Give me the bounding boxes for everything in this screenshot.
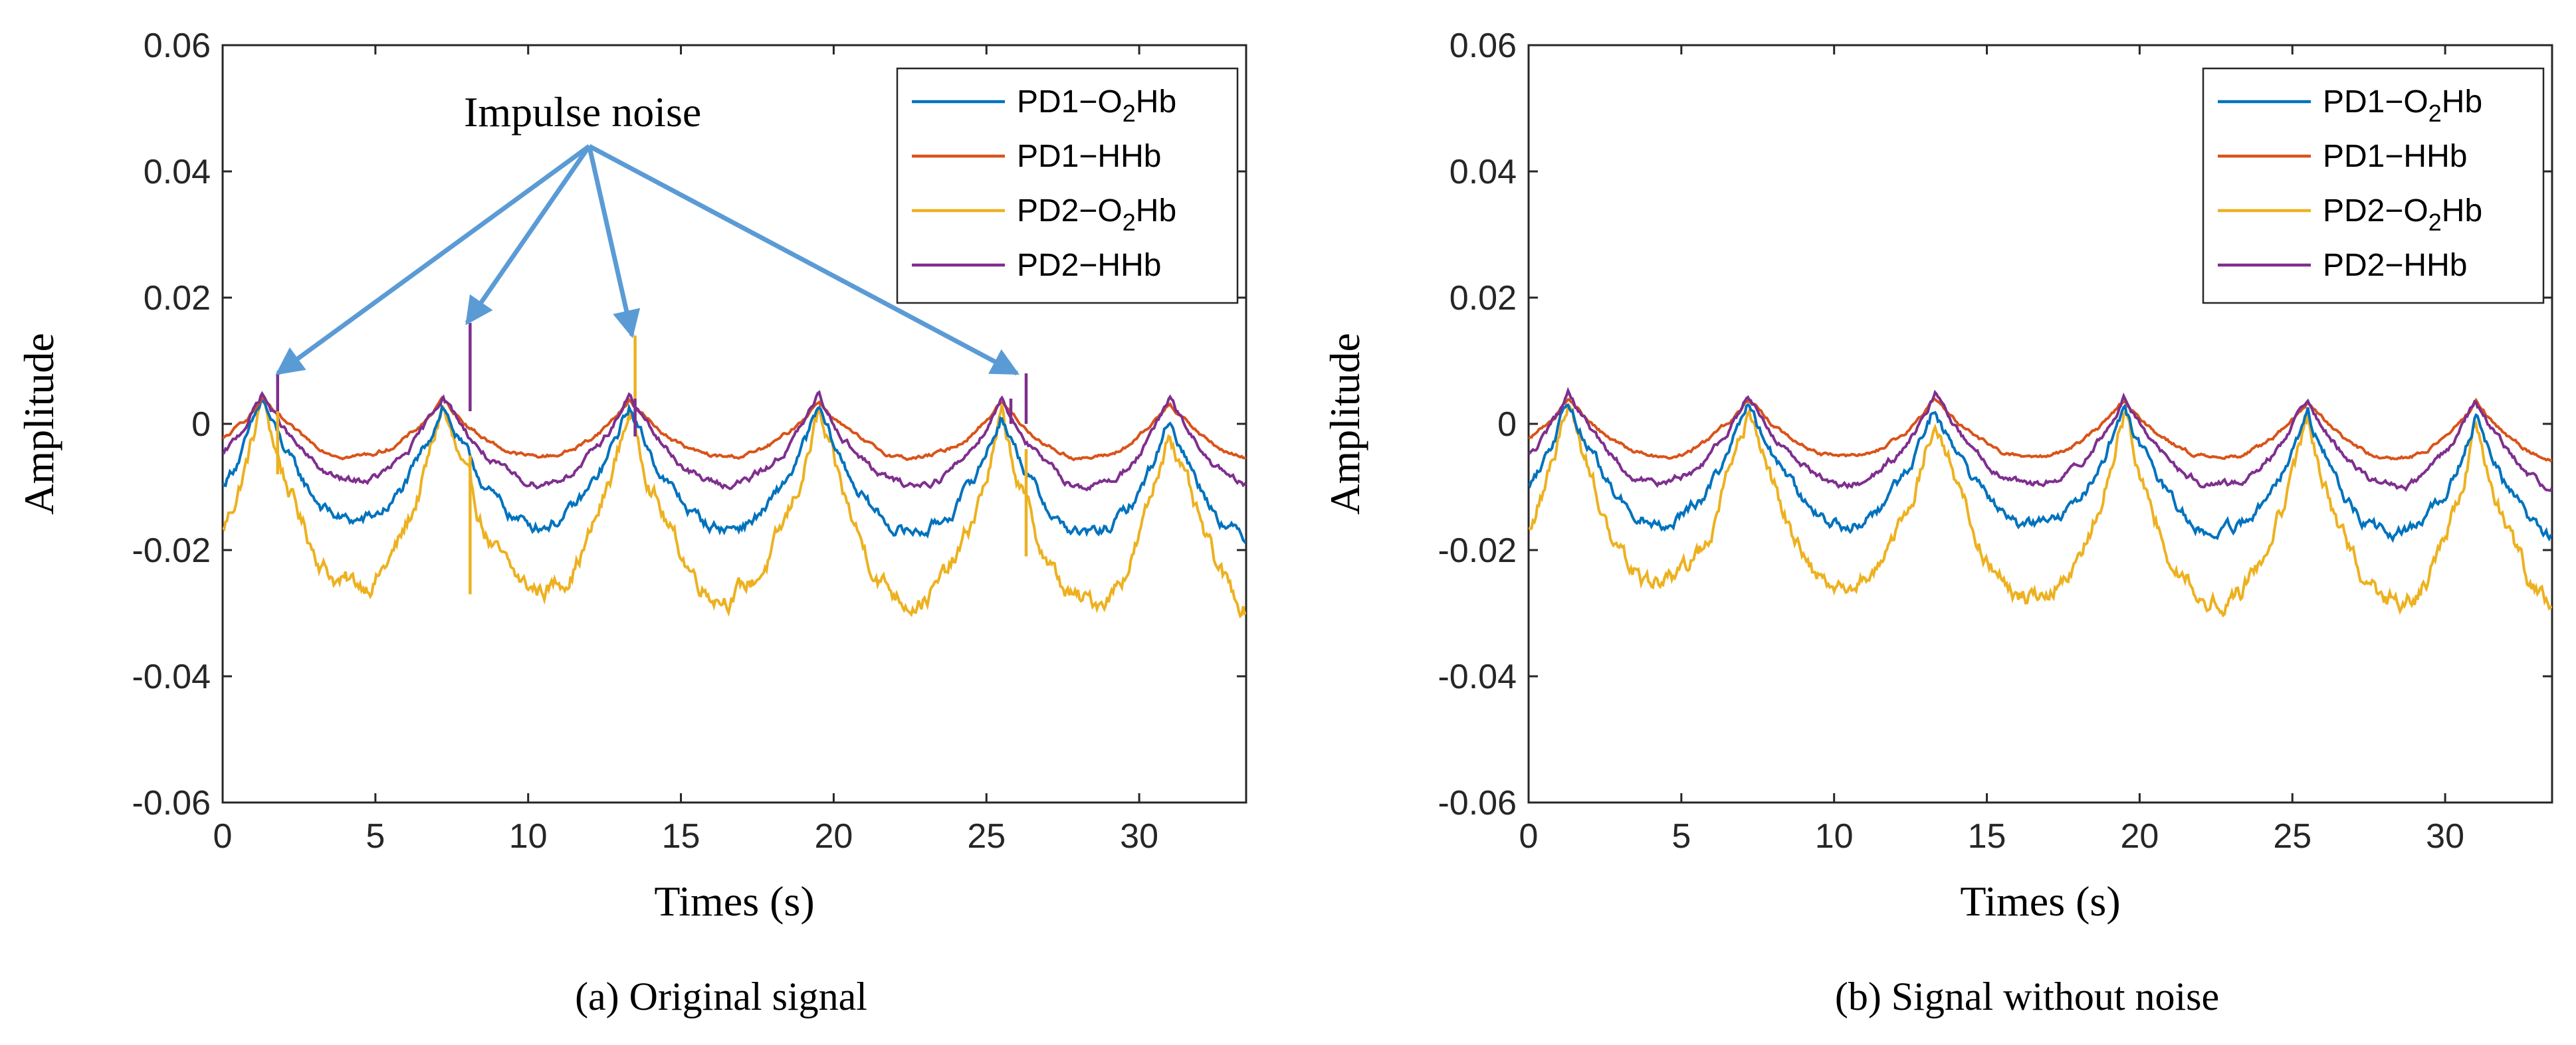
series-line-pd1-hhb <box>223 395 1246 462</box>
y-tick-label: 0 <box>1497 405 1517 444</box>
y-tick-label: 0.04 <box>1449 153 1517 191</box>
x-tick-label: 15 <box>662 817 700 856</box>
x-tick-label: 20 <box>2120 817 2159 856</box>
y-tick-label: 0.02 <box>1449 279 1517 318</box>
annotation-label: Impulse noise <box>464 88 701 136</box>
y-tick-label: 0.06 <box>1449 27 1517 65</box>
x-tick-label: 10 <box>1815 817 1854 856</box>
legend-label: PD2−O2Hb <box>1017 193 1176 236</box>
y-tick-label: -0.04 <box>1438 658 1517 696</box>
annotation-arrow <box>587 145 641 339</box>
series-line-pd2-o2hb <box>223 400 1246 619</box>
x-tick-label: 25 <box>967 817 1006 856</box>
x-axis-label: Times (s) <box>1960 878 2120 925</box>
panel-b-chart: -0.06 -0.04 -0.02 0 0.02 0.04 0.06 0 5 10 15 20 25 30… <box>1321 27 2553 1018</box>
annotation-arrow <box>275 144 591 375</box>
x-tick-label: 5 <box>1671 817 1691 856</box>
y-tick-label: 0.04 <box>144 153 211 191</box>
y-tick-label: -0.02 <box>132 531 211 570</box>
x-tick-label: 15 <box>1968 817 2006 856</box>
series-line-pd1-hhb <box>1529 397 2552 462</box>
annotation-arrow <box>588 143 1020 376</box>
x-tick-label: 30 <box>1120 817 1158 856</box>
legend-label: PD2−HHb <box>1017 248 1161 283</box>
panel-a-chart: -0.06 -0.04 -0.02 0 0.02 0.04 0.06 0 5 10 15 20 25 30… <box>15 27 1247 1018</box>
y-tick-label: 0.06 <box>144 27 211 65</box>
annotation-arrow <box>465 145 591 326</box>
figure-caption: (b) Signal without noise <box>1835 975 2219 1018</box>
series-line-pd1-o2hb <box>223 393 1246 544</box>
y-tick-label: -0.06 <box>1438 784 1517 822</box>
legend-label: PD2−HHb <box>2323 248 2467 283</box>
series-line-pd2-hhb <box>223 390 1246 492</box>
legend-label: PD1−HHb <box>2323 139 2467 174</box>
figure-caption: (a) Original signal <box>575 975 867 1018</box>
series-line-pd1-o2hb <box>1529 403 2552 543</box>
series-line-pd2-o2hb <box>1529 403 2552 618</box>
x-tick-label: 20 <box>814 817 853 856</box>
legend-label: PD1−HHb <box>1017 139 1161 174</box>
y-tick-label: -0.02 <box>1438 531 1517 570</box>
x-tick-label: 5 <box>366 817 385 856</box>
y-tick-label: -0.06 <box>132 784 211 822</box>
x-tick-label: 25 <box>2273 817 2311 856</box>
series-line-pd2-hhb <box>1529 387 2552 492</box>
legend-label: PD1−O2Hb <box>2323 84 2482 127</box>
y-axis-label: Amplitude <box>15 333 62 515</box>
legend: PD1−O2Hb PD1−HHb PD2−O2Hb PD2−HHb <box>2202 67 2545 304</box>
y-tick-label: -0.04 <box>132 658 211 696</box>
x-tick-label: 0 <box>213 817 233 856</box>
y-axis-label: Amplitude <box>1321 333 1368 515</box>
x-axis-label: Times (s) <box>654 878 814 925</box>
x-tick-label: 30 <box>2426 817 2464 856</box>
legend-label: PD2−O2Hb <box>2323 193 2482 236</box>
legend-label: PD1−O2Hb <box>1017 84 1176 127</box>
x-tick-label: 0 <box>1519 817 1539 856</box>
y-tick-label: 0.02 <box>144 279 211 318</box>
x-tick-label: 10 <box>509 817 548 856</box>
y-tick-label: 0 <box>191 405 211 444</box>
legend: PD1−O2Hb PD1−HHb PD2−O2Hb PD2−HHb <box>896 67 1239 304</box>
